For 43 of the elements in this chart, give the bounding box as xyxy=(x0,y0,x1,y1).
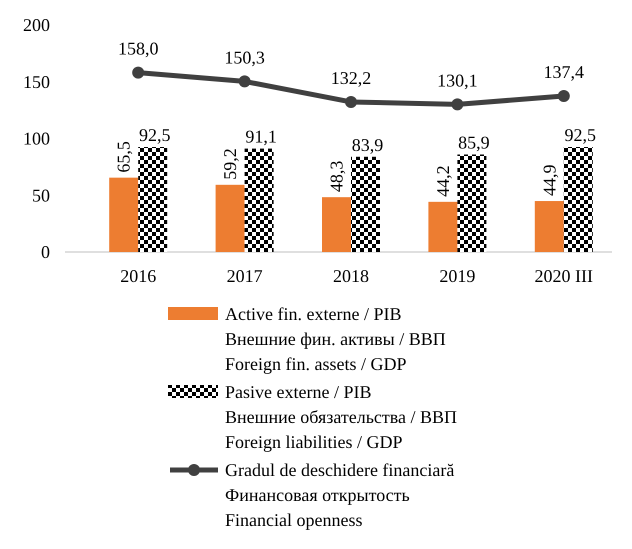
data-label: 65,5 xyxy=(114,141,134,173)
bar xyxy=(428,202,458,252)
point xyxy=(238,75,251,88)
point xyxy=(558,90,570,102)
data-label: 132,2 xyxy=(330,68,372,88)
bar xyxy=(138,147,168,252)
x-tick-label: 2019 xyxy=(439,266,476,286)
point xyxy=(451,98,464,110)
data-label: 59,2 xyxy=(220,148,240,180)
data-label: 92,5 xyxy=(564,125,596,146)
x-tick-label: 2018 xyxy=(333,266,369,286)
x-tick-label: 2020 III xyxy=(534,266,594,286)
data-label: 83,9 xyxy=(352,134,384,155)
data-label: 44,2 xyxy=(432,165,453,197)
bar xyxy=(351,156,380,252)
data-label: 137,4 xyxy=(544,62,584,82)
point xyxy=(345,96,357,108)
x-tick-label: 2016 xyxy=(120,266,156,286)
data-label: 92,5 xyxy=(138,125,170,146)
data-label: 158,0 xyxy=(118,38,158,59)
data-label: 44,9 xyxy=(539,164,560,196)
x-tick-label: 2017 xyxy=(226,266,263,286)
data-label: 48,3 xyxy=(326,160,346,192)
bar xyxy=(216,184,245,252)
bar xyxy=(322,197,351,252)
data-label: 91,1 xyxy=(245,126,277,147)
legend-label: Pasive externe / PIB Внешние обязательства / ВВП Foreign liabilities / GDP xyxy=(225,382,458,452)
legend-label: Gradul de deschidere financiară Финансовая открытость Financial openness xyxy=(225,460,454,530)
y-tick-label: 200 xyxy=(23,15,50,35)
bar xyxy=(564,147,593,252)
y-tick-label: 150 xyxy=(23,72,50,92)
y-tick-label: 50 xyxy=(32,185,50,206)
y-tick-label: 0 xyxy=(41,242,50,262)
bar xyxy=(534,201,564,252)
data-label: 130,1 xyxy=(437,70,478,90)
bar xyxy=(457,154,486,252)
y-tick-label: 100 xyxy=(23,128,50,148)
data-label: 150,3 xyxy=(224,47,265,68)
point xyxy=(132,66,144,79)
legend-label: Active fin. externe / PIB Внешние фин. активы / ВВП Foreign fin. assets / GDP xyxy=(225,304,446,374)
data-label: 85,9 xyxy=(458,132,490,153)
bar xyxy=(244,148,274,252)
bar xyxy=(109,178,138,252)
